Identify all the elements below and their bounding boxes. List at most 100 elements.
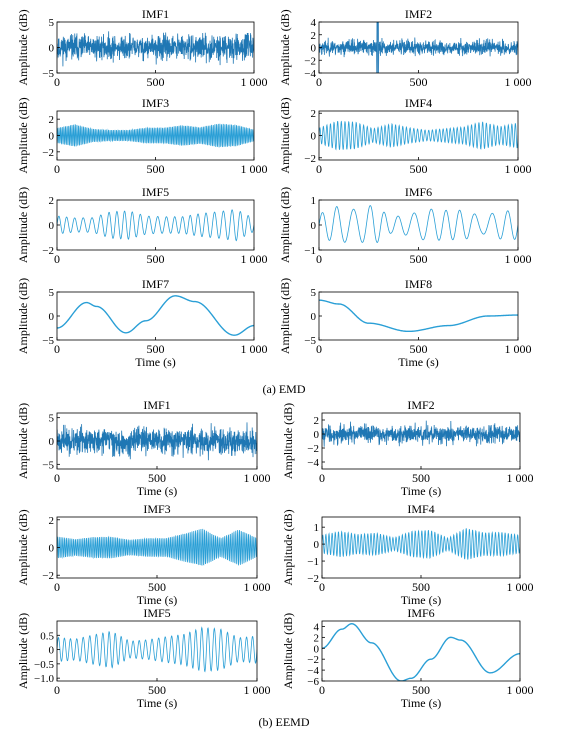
eemd-imf2-xtick-label: 1 000 [507,471,534,485]
eemd-imf4-title: IMF4 [407,502,434,516]
emd-imf1-ytick-label: −5 [42,68,54,80]
eemd-imf2-series-line [322,420,520,447]
eemd-imf4-xtick-label: 0 [319,580,325,594]
eemd-imf1-ylabel: Amplitude (dB) [16,403,30,479]
eemd-imf1-series-line [57,422,257,461]
emd-imf5-ytick-label: 0 [49,220,55,232]
eemd-imf5-ytick-label: −1.0 [34,673,54,685]
eemd-imf6-xtick-label: 500 [412,683,430,697]
emd-imf7-axes-frame [56,291,255,341]
emd-imf2-ytick-label: −2 [304,55,316,67]
emd-imf8-xtick-label: 0 [316,342,322,356]
eemd-imf4-series-line [322,528,520,560]
emd-imf3-ytick-label: 0 [49,131,55,143]
eemd-imf6-ytick-label: −4 [307,665,319,677]
emd-imf8-series-line [319,299,518,333]
emd-imf5-title: IMF5 [142,185,169,199]
emd-imf8-xtick-label: 500 [410,342,428,356]
eemd-imf5-xtick-label: 0 [54,683,60,697]
eemd-imf1-ytick-label: 0 [49,436,55,448]
emd-imf5-series-line [57,209,254,242]
emd-imf3-ytick-label: 2 [49,114,55,126]
eemd-imf3-ylabel: Amplitude (dB) [16,509,30,585]
emd-imf1-ylabel: Amplitude (dB) [16,9,30,85]
emd-imf7-xtick-label: 1 000 [241,342,268,356]
emd-imf1-xtick-label: 1 000 [241,75,268,89]
eemd-imf4-ytick-label: −1 [307,556,319,568]
emd-imf1-ytick-label: 5 [49,17,55,29]
eemd-imf3-series-line [57,528,257,566]
eemd-imf3-xtick-label: 1 000 [244,580,271,594]
emd-imf1-title: IMF1 [142,7,169,21]
eemd-imf5-ylabel: Amplitude (dB) [16,613,30,689]
eemd-imf4-ytick-label: −2 [307,573,319,585]
eemd-imf5-title: IMF5 [143,606,170,620]
emd-imf1-xtick-label: 0 [54,75,60,89]
emd-imf5-ytick-label: 2 [49,195,55,207]
eemd-imf3-title: IMF3 [143,502,170,516]
emd-imf2-ytick-label: 2 [311,30,317,42]
eemd-imf5-ytick-label: 0.5 [40,630,54,642]
eemd-imf1-xlabel: Time (s) [137,484,178,498]
eemd-imf6-series-line [322,623,520,681]
emd-imf6-ytick-label: −1 [304,245,316,257]
eemd-imf2-xtick-label: 500 [412,471,430,485]
eemd-imf2-xlabel: Time (s) [401,484,442,498]
emd-imf7-xtick-label: 0 [54,342,60,356]
emd-imf2-xtick-label: 1 000 [505,75,532,89]
eemd-imf3-ytick-label: −2 [42,570,54,582]
emd-imf3-xtick-label: 1 000 [241,162,268,176]
eemd-imf3-xlabel: Time (s) [137,593,178,607]
eemd-imf2-ytick-label: −4 [307,457,319,469]
emd-imf5-xtick-label: 500 [147,252,165,266]
emd-imf4-xtick-label: 500 [410,162,428,176]
eemd-imf6-xlabel: Time (s) [401,696,442,710]
emd-imf7-title: IMF7 [142,277,169,291]
emd-imf5-xtick-label: 0 [54,252,60,266]
eemd-imf6-ytick-label: 0 [314,643,320,655]
emd-imf5-ytick-label: −2 [42,245,54,257]
eemd-imf2-ylabel: Amplitude (dB) [281,403,295,479]
eemd-imf2-ytick-label: 2 [314,415,320,427]
emd-imf5-xtick-label: 1 000 [241,252,268,266]
emd-imf8-ylabel: Amplitude (dB) [278,278,292,354]
emd-imf2-xtick-label: 500 [410,75,428,89]
eemd-imf3-ytick-label: 0 [49,543,55,555]
emd-imf6-xtick-label: 0 [316,252,322,266]
emd-imf7-xtick-label: 500 [147,342,165,356]
eemd-imf6-ytick-label: −2 [307,654,319,666]
eemd-imf2-title: IMF2 [407,398,434,412]
eemd-imf2-ytick-label: 0 [314,429,320,441]
emd-imf8-ytick-label: 5 [311,287,317,299]
emd-imf4-xtick-label: 0 [316,162,322,176]
emd-imf3-title: IMF3 [142,96,169,110]
emd-imf3-xtick-label: 0 [54,162,60,176]
emd-imf3-ylabel: Amplitude (dB) [16,97,30,173]
emd-imf8-title: IMF8 [405,277,432,291]
emd-imf6-ylabel: Amplitude (dB) [278,187,292,263]
emd-imf4-series-line [319,120,518,151]
emd-imf7-xlabel: Time (s) [135,355,176,369]
eemd-imf3-xtick-label: 500 [148,580,166,594]
eemd-imf6-ylabel: Amplitude (dB) [281,613,295,689]
emd-imf8-ytick-label: 0 [311,311,317,323]
eemd-imf2-panel: −4 −2 0 2 0 500 1 000 IMF2 Amplitude (dB) Time (s… [281,398,534,498]
emd-imf8-ytick-label: −5 [304,335,316,347]
emd-imf4-ytick-label: 2 [311,108,317,120]
emd-imf2-xtick-label: 0 [316,75,322,89]
eemd-imf5-xtick-label: 1 000 [244,683,271,697]
eemd-imf5-xtick-label: 500 [148,683,166,697]
eemd-imf6-xtick-label: 1 000 [507,683,534,697]
eemd-imf1-ytick-label: 5 [49,413,55,425]
emd-imf6-ytick-label: 1 [311,195,317,207]
